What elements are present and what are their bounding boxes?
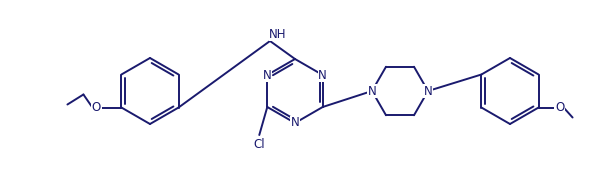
Text: N: N (263, 68, 272, 81)
Text: Cl: Cl (253, 137, 265, 150)
Text: N: N (291, 116, 299, 129)
Text: N: N (424, 84, 432, 97)
Text: O: O (92, 101, 101, 114)
Text: NH: NH (270, 28, 287, 41)
Text: N: N (368, 84, 376, 97)
Text: O: O (555, 101, 564, 114)
Text: N: N (318, 68, 327, 81)
